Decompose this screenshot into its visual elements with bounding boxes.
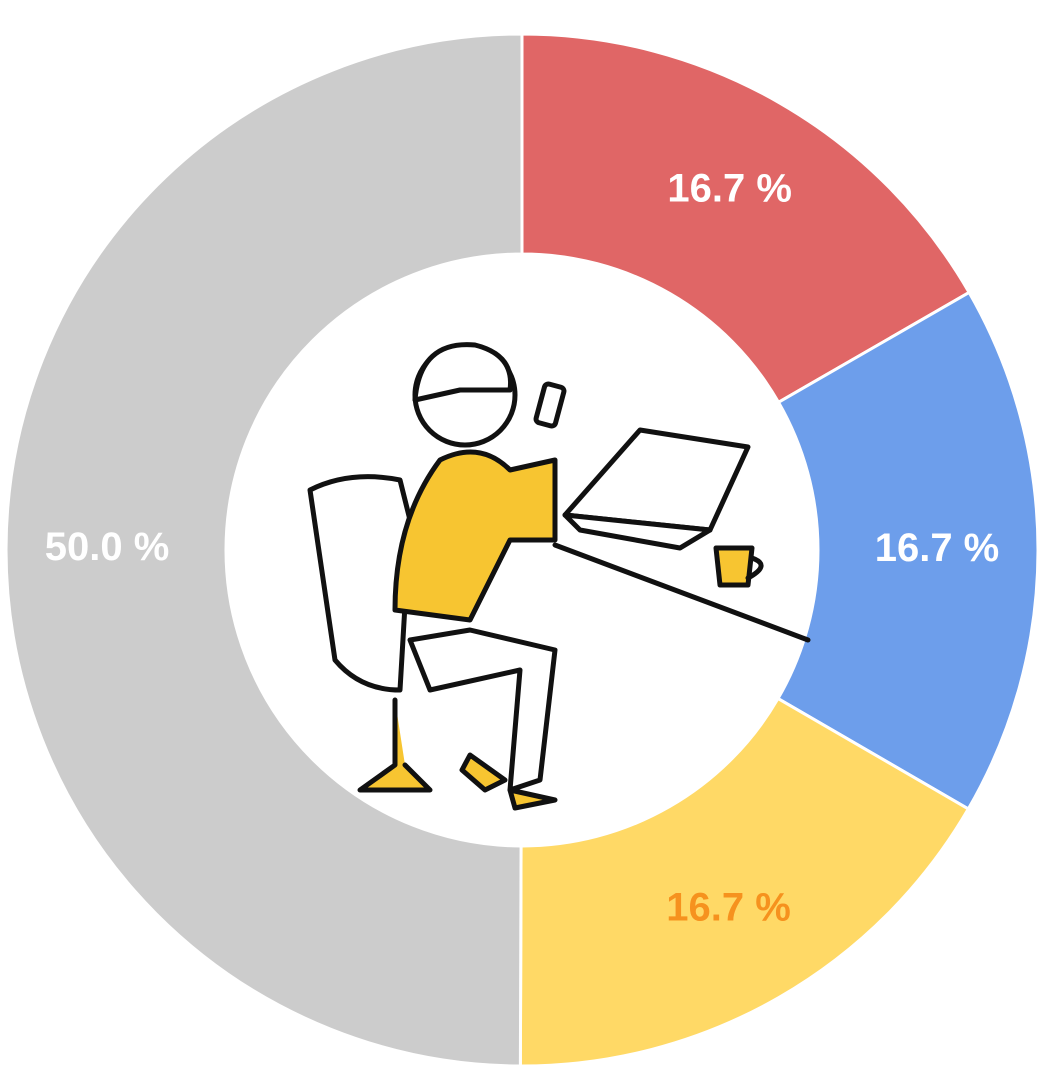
value-label: 16.7 % [666,886,791,930]
laptop-screen [565,430,748,530]
value-label: 50.0 % [45,525,170,569]
hair [415,345,511,400]
chart: 16.7 % 16.7 % 16.7 % 50.0 % [0,0,1058,1066]
page: {"chart_data": {"type": "donut", "values… [0,0,1058,1066]
value-label: 16.7 % [667,166,792,210]
chair-base [360,700,430,790]
value-label: 16.7 % [875,526,1000,570]
illustration [310,345,808,808]
torso [395,452,555,620]
desk [555,545,808,640]
phone [535,383,565,427]
